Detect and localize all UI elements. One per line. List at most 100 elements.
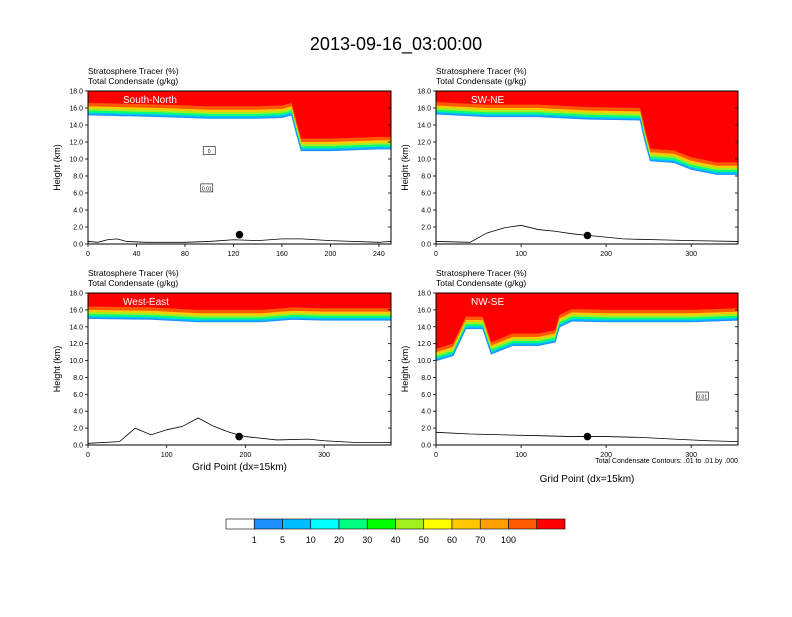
plot-frame [87, 90, 392, 245]
y-tick-label: 14.0 [69, 324, 83, 331]
y-tick-label: 10.0 [69, 358, 83, 365]
field-label: Total Condensate (g/kg) [88, 76, 178, 86]
y-tick-label: 8.0 [421, 375, 431, 382]
colorbar-label: 100 [501, 535, 516, 545]
colorbar-label: 10 [306, 535, 316, 545]
y-tick-label: 6.0 [421, 191, 431, 198]
tracer-edge [436, 319, 738, 362]
x-tick-label: 0 [86, 452, 90, 459]
tracer-edge [88, 114, 391, 152]
x-axis-label: Grid Point (dx=15km) [192, 462, 287, 473]
field-label: Stratosphere Tracer (%) [436, 66, 527, 76]
y-tick-label: 8.0 [73, 174, 83, 181]
terrain-line [88, 417, 391, 444]
contour-footnote: Total Condensate Contours: .01 to .01 by… [595, 458, 738, 465]
y-tick-label: 16.0 [69, 106, 83, 113]
y-tick-label: 0.0 [421, 242, 431, 249]
x-tick-label: 240 [373, 251, 385, 258]
colorbar-swatch [310, 518, 340, 530]
contour-label: 0 [208, 149, 211, 155]
tracer-band-5 [88, 293, 391, 310]
location-point [235, 432, 243, 441]
field-label: Stratosphere Tracer (%) [436, 268, 527, 278]
colorbar-swatch [366, 518, 396, 530]
tracer-edge [436, 113, 738, 175]
y-tick-label: 6.0 [421, 392, 431, 399]
colorbar-swatch [451, 518, 481, 530]
y-tick-label: 6.0 [73, 191, 83, 198]
plot-frame [87, 292, 392, 446]
y-tick-label: 18.0 [417, 89, 431, 96]
figure-title: 2013-09-16_03:00:00 [310, 34, 482, 55]
panel-label: SW-NE [471, 95, 504, 106]
location-point [583, 231, 592, 240]
colorbar-label: 60 [447, 535, 457, 545]
colorbar-label: 20 [334, 535, 344, 545]
y-tick-label: 16.0 [417, 106, 431, 113]
y-tick-label: 14.0 [417, 123, 431, 130]
tracer-band-5 [88, 91, 391, 139]
y-tick-label: 2.0 [73, 426, 83, 433]
x-tick-label: 300 [318, 452, 330, 459]
terrain-line [436, 224, 738, 243]
x-tick-label: 160 [276, 251, 288, 258]
plot-frame [435, 90, 739, 245]
panel-sw-ne: SW-NE Stratosphere Tracer (%)Total Conden… [400, 66, 739, 258]
panel-label: NW-SE [471, 297, 504, 308]
colorbar: 1 5 10 20 30 40 50 60 70 100 [225, 518, 566, 545]
field-label: Total Condensate (g/kg) [436, 76, 526, 86]
colorbar-swatch [395, 518, 425, 530]
y-tick-label: 16.0 [417, 307, 431, 314]
y-tick-label: 14.0 [69, 123, 83, 130]
panel-label: South-North [123, 95, 177, 106]
y-tick-label: 2.0 [421, 225, 431, 232]
x-tick-label: 100 [161, 452, 173, 459]
location-point [583, 432, 592, 441]
colorbar-label: 40 [390, 535, 400, 545]
field-label: Total Condensate (g/kg) [436, 278, 526, 288]
plot-area: 0.01 [436, 293, 738, 445]
y-tick-label: 6.0 [73, 392, 83, 399]
contour-label: 0.01 [697, 395, 707, 401]
location-point [235, 230, 244, 239]
x-tick-label: 200 [600, 251, 612, 258]
tracer-band-5 [436, 91, 738, 163]
y-axis-label: Height (km) [52, 346, 62, 393]
colorbar-swatch [479, 518, 509, 530]
panel-west-east: West-East Stratosphere Tracer (%)Total Co… [52, 268, 392, 473]
y-axis-label: Height (km) [400, 346, 410, 393]
y-tick-label: 2.0 [421, 426, 431, 433]
x-tick-label: 300 [685, 251, 697, 258]
colorbar-swatch [536, 518, 566, 530]
plot-area: 00.01 [88, 91, 391, 244]
plot-area [88, 293, 391, 445]
x-tick-label: 40 [133, 251, 141, 258]
colorbar-swatch [508, 518, 538, 530]
x-tick-label: 200 [240, 452, 252, 459]
x-axis-label: Grid Point (dx=15km) [540, 474, 635, 485]
colorbar-label: 1 [252, 535, 257, 545]
y-tick-label: 14.0 [417, 324, 431, 331]
colorbar-label: 5 [280, 535, 285, 545]
x-tick-label: 0 [434, 452, 438, 459]
y-tick-label: 2.0 [73, 225, 83, 232]
y-tick-label: 12.0 [69, 140, 83, 147]
field-label: Stratosphere Tracer (%) [88, 66, 179, 76]
colorbar-label: 70 [475, 535, 485, 545]
y-tick-label: 4.0 [421, 409, 431, 416]
colorbar-swatch [282, 518, 312, 530]
field-label: Stratosphere Tracer (%) [88, 268, 179, 278]
contour-label-box: 0 [202, 146, 216, 155]
y-tick-label: 18.0 [417, 291, 431, 298]
y-tick-label: 4.0 [73, 208, 83, 215]
x-tick-label: 0 [86, 251, 90, 258]
colorbar-swatch [423, 518, 453, 530]
y-tick-label: 0.0 [73, 443, 83, 450]
colorbar-label: 50 [419, 535, 429, 545]
x-tick-label: 80 [181, 251, 189, 258]
tracer-edge [88, 317, 391, 323]
